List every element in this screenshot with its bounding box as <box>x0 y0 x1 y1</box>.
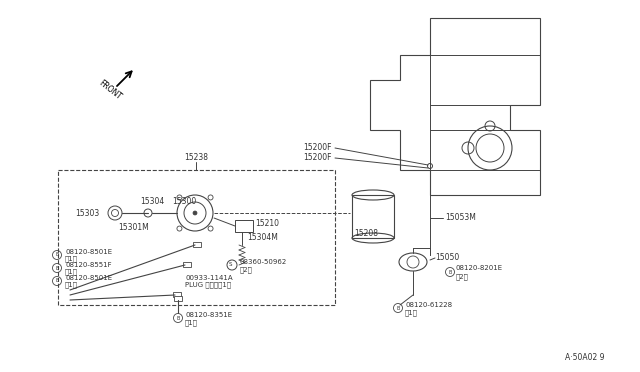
Text: 15200F: 15200F <box>303 144 332 153</box>
Text: （2）: （2） <box>240 267 253 273</box>
Text: B: B <box>55 279 59 283</box>
Text: B: B <box>396 305 400 311</box>
Text: 15303: 15303 <box>75 208 99 218</box>
Text: （1）: （1） <box>65 282 78 288</box>
Bar <box>173 292 181 297</box>
Text: 08120-8501E: 08120-8501E <box>65 275 112 281</box>
Text: 08120-8501E: 08120-8501E <box>65 249 112 255</box>
Text: （1）: （1） <box>65 269 78 275</box>
Text: 15301M: 15301M <box>118 224 148 232</box>
Text: （2）: （2） <box>456 274 469 280</box>
Text: 08120-8201E: 08120-8201E <box>456 265 503 271</box>
Text: 15200F: 15200F <box>303 154 332 163</box>
Text: （1）: （1） <box>65 256 78 262</box>
Bar <box>235 220 253 232</box>
Text: B: B <box>55 253 59 257</box>
Text: 15210: 15210 <box>255 219 279 228</box>
Text: 15304M: 15304M <box>247 234 278 243</box>
Text: 15208: 15208 <box>354 228 378 237</box>
Text: B: B <box>448 269 452 275</box>
Bar <box>352 195 394 238</box>
Text: 15304: 15304 <box>140 198 164 206</box>
Text: PLUG プラグ（1）: PLUG プラグ（1） <box>185 282 231 288</box>
Text: 15238: 15238 <box>184 154 208 163</box>
Bar <box>183 262 191 267</box>
Circle shape <box>193 211 197 215</box>
Text: 15300: 15300 <box>172 198 196 206</box>
Text: FRONT: FRONT <box>97 78 123 102</box>
Text: A·50A02 9: A·50A02 9 <box>565 353 605 362</box>
Text: B: B <box>176 315 180 321</box>
Bar <box>58 170 335 305</box>
Text: 15050: 15050 <box>435 253 460 263</box>
Text: 08360-50962: 08360-50962 <box>240 259 287 265</box>
Text: 00933-1141A: 00933-1141A <box>185 275 232 281</box>
Text: 15053M: 15053M <box>445 214 476 222</box>
Text: S: S <box>228 263 232 267</box>
Text: 08120-8551F: 08120-8551F <box>65 262 111 268</box>
Text: （1）: （1） <box>185 320 198 326</box>
Bar <box>193 242 201 247</box>
Bar <box>174 296 182 301</box>
Text: B: B <box>55 266 59 270</box>
Text: 08120-8351E: 08120-8351E <box>185 312 232 318</box>
Text: 08120-61228: 08120-61228 <box>405 302 452 308</box>
Text: （1）: （1） <box>405 310 418 316</box>
